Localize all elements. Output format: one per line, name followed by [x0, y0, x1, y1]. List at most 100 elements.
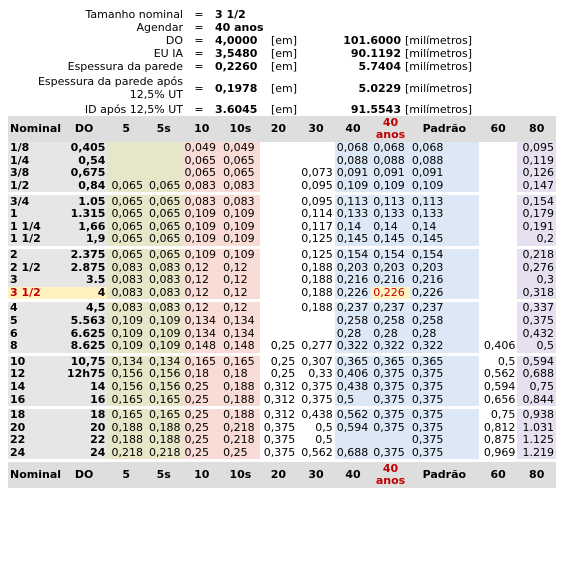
table-cell: 3 1/2	[8, 286, 61, 300]
summary-spacer	[477, 60, 549, 73]
table-cell: 0,109	[144, 327, 183, 340]
summary-table: Tamanho nominal = 3 1/2 Agendar = 40 anos DO = 4…	[8, 8, 549, 116]
summary-value-mm: 91.5543	[350, 103, 401, 116]
table-cell: 0,203	[371, 261, 410, 274]
table-cell: 0,188	[221, 380, 260, 394]
col-header: 30	[297, 116, 335, 142]
table-cell: 0,594	[334, 421, 372, 435]
table-cell: 0,432	[517, 327, 556, 340]
table-cell	[259, 195, 298, 208]
table-cell: 0,218	[517, 248, 556, 262]
table-cell: 0,095	[297, 195, 335, 208]
header-row-bottom: Nominal DO 5 5s 10 10s 20 30 40 40 anos Padrão 60 80	[8, 462, 556, 489]
table-cell: 18	[60, 408, 108, 422]
table-cell	[259, 220, 298, 234]
summary-unit-mm	[403, 21, 477, 34]
table-cell: 0,125	[297, 248, 335, 262]
table-cell: 0,276	[517, 261, 556, 274]
table-cell: 0,12	[182, 286, 222, 300]
table-cell: 0,5	[334, 393, 372, 406]
col-header: 30	[297, 462, 335, 489]
table-cell: 0,12	[182, 302, 222, 315]
table-cell: 0,18	[221, 368, 260, 381]
table-cell: 0,405	[60, 142, 108, 155]
col-header-label: 40 anos	[375, 116, 406, 141]
summary-unit-mm	[403, 8, 477, 21]
summary-value-mm: 90.1192	[350, 47, 401, 60]
table-cell: 0,12	[182, 261, 222, 274]
table-cell: 0,083	[221, 179, 260, 193]
table-cell: 0,049	[182, 142, 222, 155]
table-cell: 22	[60, 434, 108, 447]
table-cell: 0,14	[371, 220, 410, 234]
table-cell: 0,088	[371, 154, 410, 168]
table-cell	[107, 142, 145, 155]
table-cell	[478, 261, 518, 274]
table-cell: 1/8	[8, 142, 61, 155]
table-cell: 0,154	[334, 248, 372, 262]
table-cell: 0,083	[144, 261, 183, 274]
table-cell: 0,656	[478, 393, 518, 406]
table-cell: 22	[8, 434, 61, 447]
gap-cell	[8, 245, 556, 249]
table-cell: 0,165	[144, 408, 183, 422]
table-cell: 0,312	[259, 408, 298, 422]
table-cell: 0,438	[334, 380, 372, 394]
table-cell: 0,109	[182, 207, 222, 221]
table-cell: 0,322	[334, 339, 372, 353]
summary-equals: =	[194, 21, 204, 34]
col-header: 40	[334, 462, 372, 489]
summary-spacer	[477, 34, 549, 47]
table-cell: 0,154	[409, 248, 479, 262]
table-cell: 0,148	[182, 339, 222, 353]
table-row: 22 22 0,188 0,188 0,25 0,218 0,375 0,5 0,375 0,87…	[8, 434, 556, 447]
gap-cell	[8, 299, 556, 303]
summary-row: Tamanho nominal = 3 1/2	[8, 8, 549, 21]
table-row: 1/2 0,84 0,065 0,065 0,083 0,083 0,095 0,109 0,1…	[8, 179, 556, 193]
table-cell	[297, 327, 335, 340]
table-cell: 0,083	[107, 261, 145, 274]
table-cell: 0,109	[221, 233, 260, 246]
summary-value: 3.6045	[215, 103, 258, 116]
table-row: 8 8.625 0,109 0,109 0,148 0,148 0,25 0,277 0,322…	[8, 339, 556, 353]
summary-unit: [em]	[271, 34, 298, 47]
table-cell: 0,18	[182, 368, 222, 381]
table-cell: 0,337	[517, 302, 556, 315]
table-cell	[478, 248, 518, 262]
table-cell: 20	[8, 421, 61, 435]
table-cell: 0,675	[60, 167, 108, 180]
table-cell	[478, 179, 518, 193]
table-cell: 0,083	[107, 273, 145, 287]
table-cell	[478, 233, 518, 246]
table-cell: 0,226	[409, 286, 479, 300]
table-cell: 0,126	[517, 167, 556, 180]
table-cell: 0,365	[371, 355, 410, 369]
table-cell: 4,5	[60, 302, 108, 315]
table-cell: 0,065	[144, 248, 183, 262]
table-cell: 0,065	[144, 220, 183, 234]
table-row: 1/4 0,54 0,065 0,065 0,088 0,088 0,088 0,119	[8, 154, 556, 168]
table-cell	[478, 220, 518, 234]
table-row: 14 14 0,156 0,156 0,25 0,188 0,312 0,375 0,438 0,…	[8, 380, 556, 394]
table-cell: 0,133	[409, 207, 479, 221]
summary-row: ID após 12,5% UT = 3.6045 [em] 91.5543 [milím…	[8, 103, 549, 116]
col-header: Nominal	[8, 462, 61, 489]
table-row: 1 1/2 1,9 0,065 0,065 0,109 0,109 0,125 0,145 0,…	[8, 233, 556, 246]
table-cell: 0,188	[144, 434, 183, 447]
table-cell: 0,068	[409, 142, 479, 155]
summary-value-mm: 101.6000	[343, 34, 401, 47]
summary-value-mm: 5.0229	[358, 81, 401, 95]
table-cell: 0,375	[409, 434, 479, 447]
summary-label: EU IA	[153, 47, 183, 60]
summary-unit-mm: [milímetros]	[405, 60, 473, 73]
table-cell	[297, 154, 335, 168]
summary-row: DO = 4,0000 [em] 101.6000 [milímetros]	[8, 34, 549, 47]
table-cell: 0,154	[371, 248, 410, 262]
table-cell: 0,2	[517, 233, 556, 246]
summary-value-mm	[311, 8, 403, 21]
summary-label: Agendar	[136, 21, 184, 34]
summary-label: ID após 12,5% UT	[84, 103, 183, 116]
table-cell: 0,134	[182, 327, 222, 340]
table-cell: 0,318	[517, 286, 556, 300]
table-cell: 0,216	[409, 273, 479, 287]
